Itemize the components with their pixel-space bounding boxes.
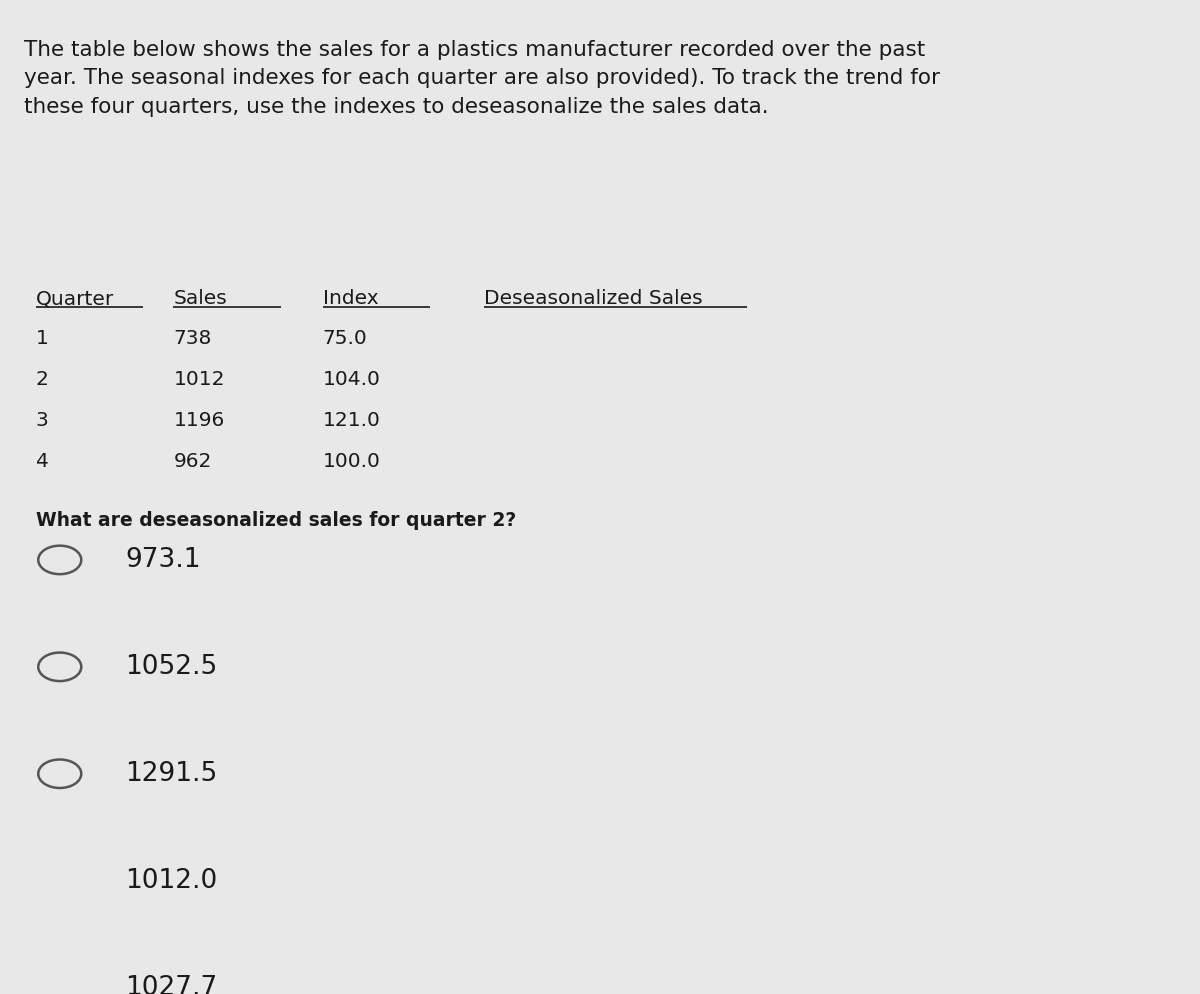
Text: 973.1: 973.1: [126, 547, 202, 573]
Text: 962: 962: [173, 452, 211, 471]
Text: The table below shows the sales for a plastics manufacturer recorded over the pa: The table below shows the sales for a pl…: [24, 40, 940, 117]
Text: 75.0: 75.0: [323, 329, 367, 348]
Text: Sales: Sales: [173, 289, 227, 308]
Text: 1012.0: 1012.0: [126, 868, 217, 894]
Text: 1012: 1012: [173, 370, 224, 389]
Text: 104.0: 104.0: [323, 370, 380, 389]
Text: Index: Index: [323, 289, 378, 308]
Text: 1291.5: 1291.5: [126, 760, 217, 786]
Text: 2: 2: [36, 370, 49, 389]
Text: 121.0: 121.0: [323, 412, 380, 430]
Text: 4: 4: [36, 452, 49, 471]
Text: 1052.5: 1052.5: [126, 654, 217, 680]
Text: What are deseasonalized sales for quarter 2?: What are deseasonalized sales for quarte…: [36, 511, 516, 530]
Text: 1: 1: [36, 329, 49, 348]
Text: 1027.7: 1027.7: [126, 974, 217, 994]
Text: 1196: 1196: [173, 412, 224, 430]
Text: 3: 3: [36, 412, 49, 430]
Text: 738: 738: [173, 329, 211, 348]
Text: Quarter: Quarter: [36, 289, 114, 308]
Text: 100.0: 100.0: [323, 452, 380, 471]
Text: Deseasonalized Sales: Deseasonalized Sales: [484, 289, 703, 308]
